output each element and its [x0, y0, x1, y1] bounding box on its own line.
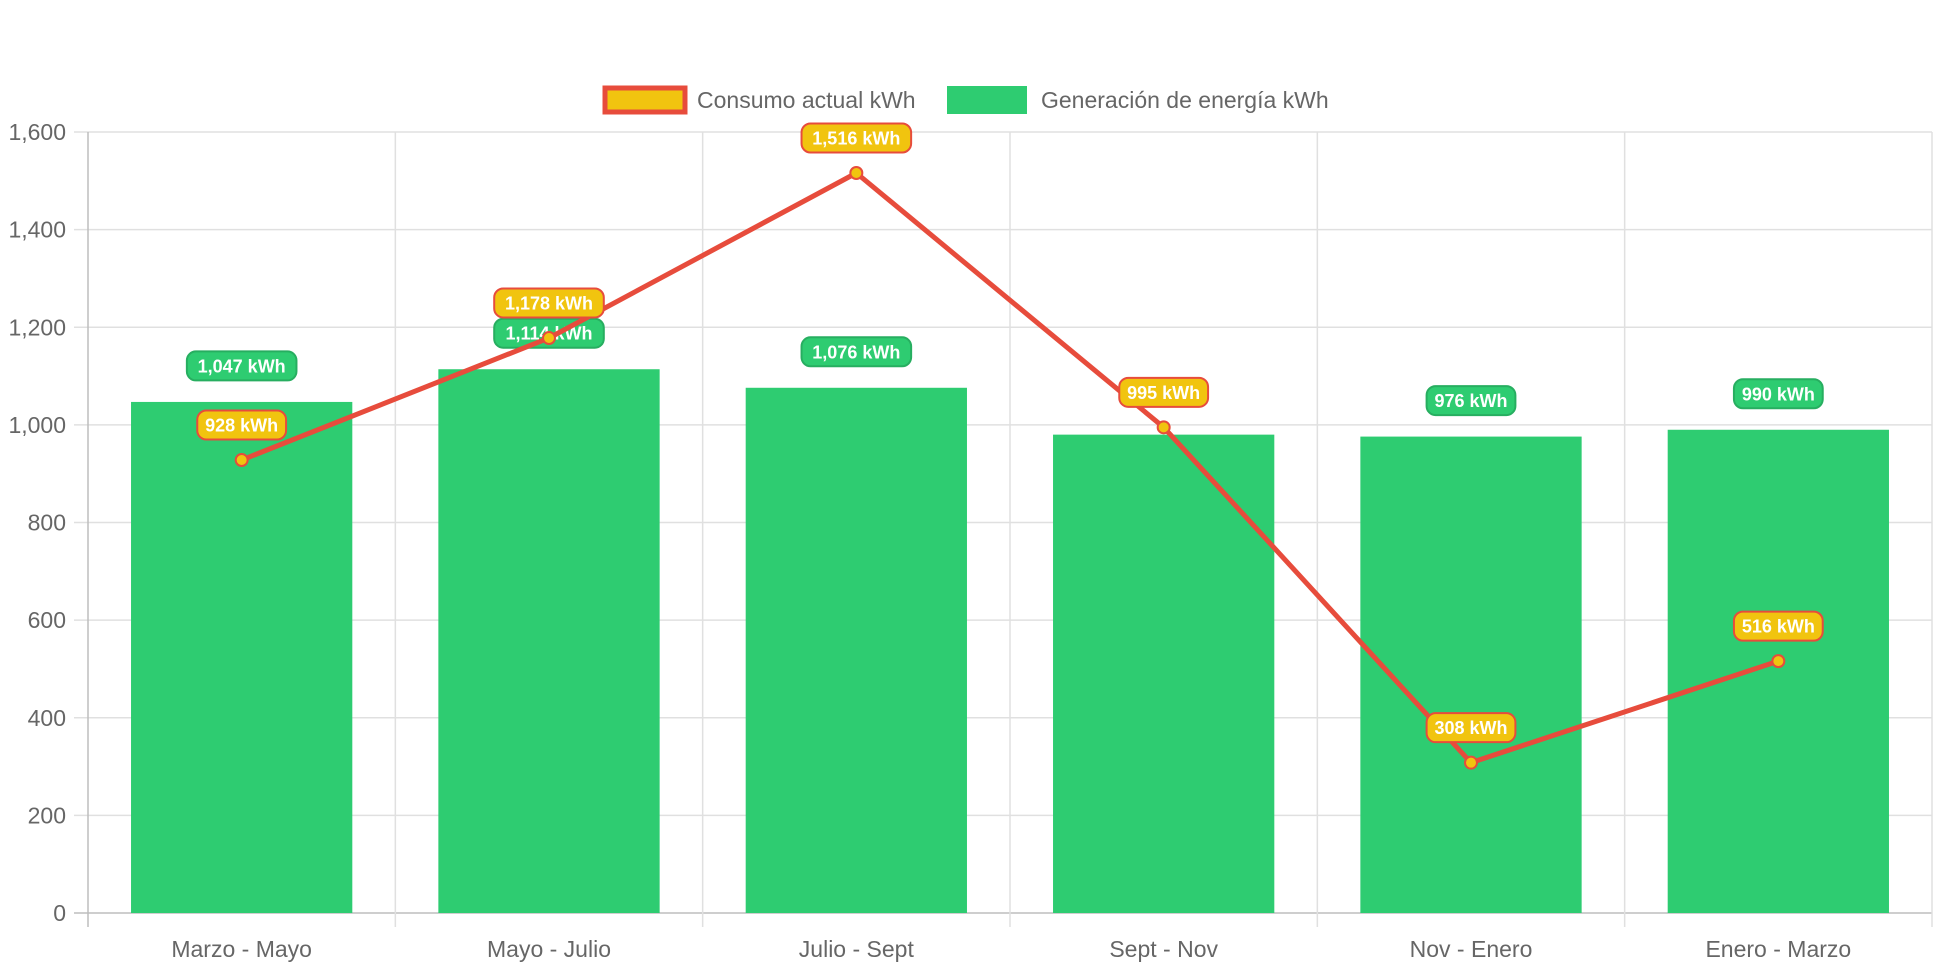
x-tick-label: Nov - Enero	[1410, 936, 1533, 962]
y-tick-label: 800	[28, 510, 66, 536]
line-data-label: 995 kWh	[1118, 376, 1210, 408]
bar-data-label-text: 990 kWh	[1742, 384, 1815, 404]
y-tick-label: 1,000	[8, 412, 66, 438]
y-tick-label: 1,400	[8, 217, 66, 243]
bar-data-label-background	[185, 350, 298, 382]
legend: Consumo actual kWh Generación de energía …	[602, 85, 1329, 115]
x-axis: Marzo - Mayo Mayo - Julio Julio - Sept Sept…	[171, 936, 1851, 962]
bar	[1667, 429, 1889, 913]
line-point	[234, 453, 249, 468]
y-tick-label: 1,200	[8, 314, 66, 340]
y-tick-label: 200	[28, 802, 66, 828]
line-data-label-background	[1732, 610, 1824, 642]
line-path	[240, 170, 1780, 766]
x-tick-label: Julio - Sept	[799, 936, 915, 962]
legend-label: Generación de energía kWh	[1041, 87, 1329, 113]
bar-data-label: 990 kWh	[1732, 378, 1824, 410]
y-tick-label: 0	[53, 900, 66, 926]
bar	[1360, 436, 1582, 913]
bar-data-label-background	[1732, 378, 1824, 410]
line-data-label: 928 kWh	[196, 409, 288, 441]
x-tick-label: Marzo - Mayo	[171, 936, 312, 962]
y-tick-label: 400	[28, 705, 66, 731]
bar-data-label-text: 1,076 kWh	[812, 342, 900, 362]
line-data-label-background	[1425, 712, 1517, 744]
legend-label: Consumo actual kWh	[697, 87, 916, 113]
line-point	[542, 330, 556, 345]
line-data-label: 516 kWh	[1732, 610, 1824, 642]
line-data-label: 1,178 kWh	[493, 287, 605, 319]
legend-item[interactable]: Generación de energía kWh	[947, 86, 1329, 114]
x-tick-label: Enero - Marzo	[1705, 936, 1851, 962]
y-tick-label: 600	[28, 607, 66, 633]
line-data-label-text: 995 kWh	[1127, 383, 1200, 403]
line-data-label-background	[1118, 376, 1210, 408]
bar-data-label: 976 kWh	[1425, 385, 1517, 417]
line-data-label-background	[196, 409, 288, 441]
line-data-label: 308 kWh	[1425, 712, 1517, 744]
line-point	[1464, 755, 1478, 770]
line-data-label-text: 308 kWh	[1434, 718, 1507, 738]
line-series	[234, 166, 1786, 770]
bar-data-label-text: 976 kWh	[1434, 391, 1507, 411]
line-data-label-text: 928 kWh	[205, 416, 278, 436]
bar	[131, 401, 353, 913]
grid	[74, 131, 1933, 927]
line-point	[1156, 420, 1171, 435]
bar-data-label: 1,076 kWh	[800, 336, 913, 368]
legend-item[interactable]: Consumo actual kWh	[602, 85, 916, 115]
line-data-label-background	[493, 287, 605, 319]
line-point	[849, 166, 864, 181]
line-data-label: 1,516 kWh	[800, 122, 913, 154]
bar-data-label-text: 1,047 kWh	[198, 356, 286, 376]
y-tick-label: 1,600	[8, 119, 66, 145]
bar	[745, 387, 967, 914]
bar-data-label: 1,047 kWh	[185, 350, 298, 382]
bar-series	[131, 369, 1889, 914]
bar-data-label-background	[1425, 385, 1517, 417]
line-data-label-text: 516 kWh	[1742, 617, 1815, 637]
line-data-label-text: 1,178 kWh	[505, 293, 593, 313]
y-axis: 0 200 400 600 800 1,000 1,200 1,400 1,600	[8, 119, 66, 926]
bar	[1053, 434, 1275, 913]
line-data-label-background	[800, 122, 913, 154]
bar	[438, 369, 660, 913]
legend-swatch	[602, 85, 688, 115]
x-tick-label: Sept - Nov	[1109, 936, 1218, 962]
line-point	[1771, 654, 1786, 669]
line-data-labels: 928 kWh 1,178 kWh 1,516 kWh 995 kWh 308 kWh 5…	[196, 122, 1824, 744]
line-data-label-text: 1,516 kWh	[812, 129, 900, 149]
x-tick-label: Mayo - Julio	[487, 936, 611, 962]
legend-swatch	[947, 86, 1027, 114]
bar-data-label-background	[800, 336, 913, 368]
